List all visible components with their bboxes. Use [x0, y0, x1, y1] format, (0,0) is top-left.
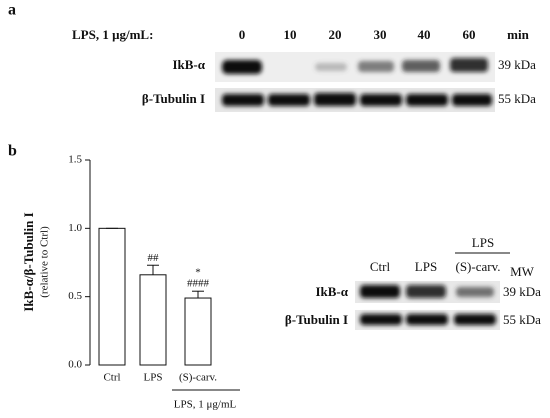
time-label: 40: [418, 27, 431, 42]
y-tick-label: 0.0: [68, 359, 82, 371]
time-label: 60: [463, 27, 476, 42]
lane-label: LPS: [415, 259, 437, 274]
y-axis-label: IkB-α/β-Tubulin I: [21, 212, 36, 311]
bar: [139, 274, 167, 366]
lane-label: (S)-carv.: [456, 259, 501, 274]
bar: [98, 227, 126, 366]
x-tick-label: LPS: [144, 372, 163, 384]
treatment-label: LPS, 1 μg/mL:: [72, 27, 153, 42]
blot-name: β-Tubulin I: [142, 91, 205, 106]
x-tick-label: (S)-carv.: [179, 372, 217, 384]
time-label: 0: [239, 27, 246, 42]
significance-label: ##: [148, 252, 160, 264]
blot-bands: [222, 58, 488, 74]
y-tick-label: 1.0: [68, 222, 82, 234]
mw-header: MW: [510, 264, 535, 279]
significance-label: ####: [187, 278, 210, 290]
panel-label: a: [8, 2, 16, 19]
blot-name: IkB-α: [172, 57, 205, 72]
molecular-weight: 39 kDa: [503, 284, 541, 299]
time-label: 30: [374, 27, 387, 42]
blot-bands: [360, 285, 494, 298]
y-tick-label: 0.5: [68, 290, 82, 302]
molecular-weight: 55 kDa: [503, 312, 541, 327]
y-tick-label: 1.5: [68, 154, 82, 166]
group-label: LPS, 1 μg/mL: [174, 399, 237, 411]
blot-name: β-Tubulin I: [285, 312, 348, 327]
molecular-weight: 55 kDa: [498, 91, 536, 106]
bar: [184, 297, 212, 366]
y-axis-sublabel: (relative to Ctrl): [39, 226, 51, 298]
lane-label: Ctrl: [370, 259, 391, 274]
blot-bands: [222, 93, 492, 106]
time-unit: min: [507, 27, 529, 42]
blot-bands: [360, 314, 496, 325]
x-tick-label: Ctrl: [103, 372, 120, 384]
group-label: LPS: [472, 235, 494, 250]
molecular-weight: 39 kDa: [498, 57, 536, 72]
significance-label: *: [195, 267, 201, 279]
time-label: 20: [329, 27, 342, 42]
blot-name: IkB-α: [315, 284, 348, 299]
panel-label: b: [8, 143, 17, 160]
time-label: 10: [284, 27, 297, 42]
